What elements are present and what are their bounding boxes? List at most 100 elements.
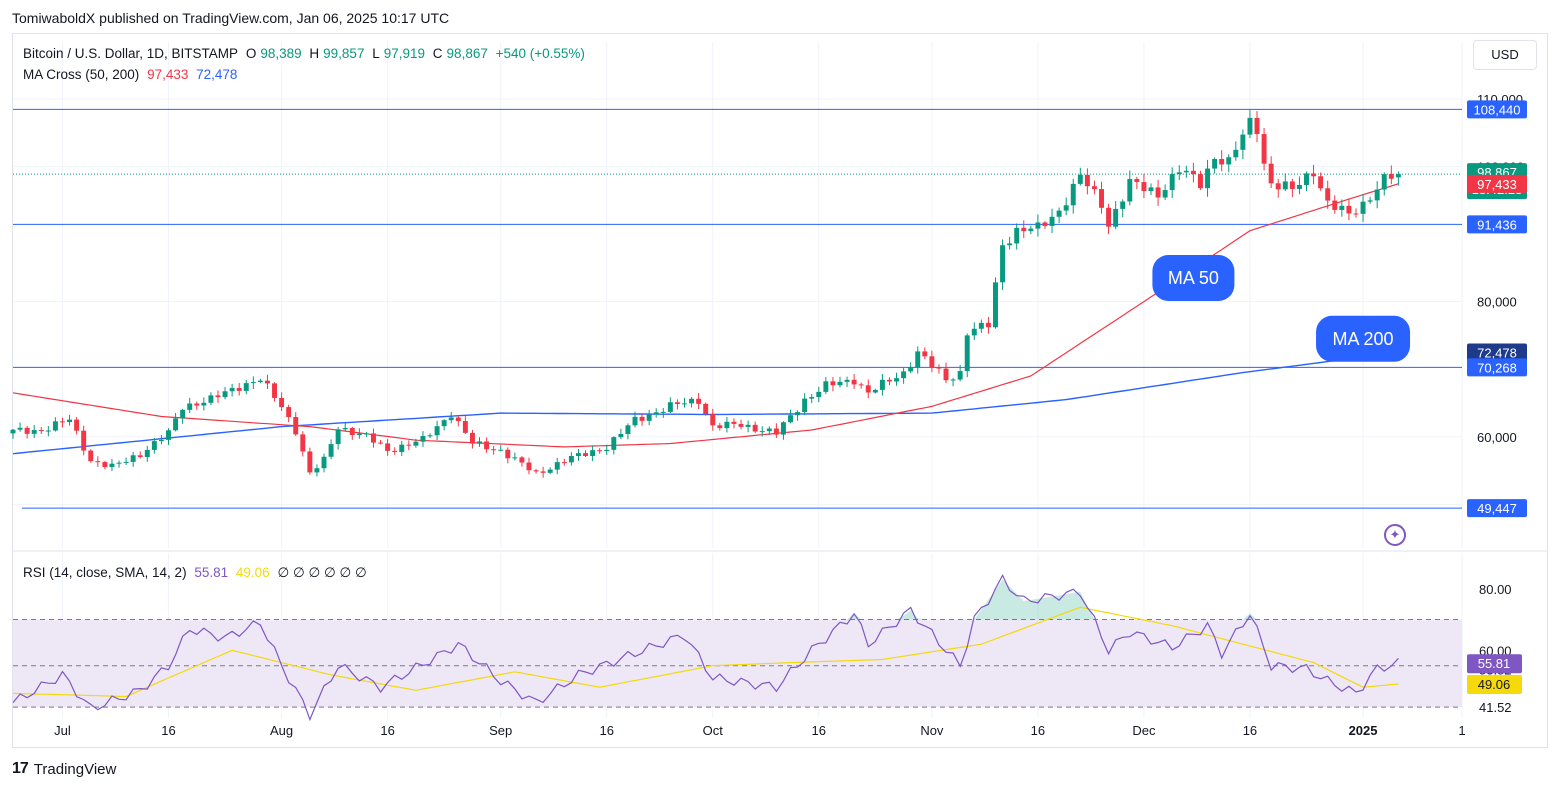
candle-body (1120, 201, 1126, 209)
candle-body (60, 421, 65, 423)
candle-body (81, 430, 87, 451)
candle-body (201, 402, 207, 406)
annotation-text: MA 200 (1333, 329, 1394, 349)
candle-body (399, 444, 405, 453)
candle-body (1353, 213, 1359, 215)
time-tick-label: 16 (812, 723, 826, 738)
footer-brand: 17 TradingView (12, 760, 116, 778)
rsi-overbought-fill (13, 579, 1399, 620)
candle-body (477, 441, 482, 444)
candle-body (151, 441, 157, 450)
candle-body (590, 450, 596, 457)
brand-name: TradingView (33, 760, 117, 778)
candle-body (1360, 201, 1366, 214)
candle-body (696, 398, 702, 404)
candle-body (17, 427, 23, 430)
candle-body (971, 328, 977, 336)
close-value: 98,867 (446, 46, 488, 61)
candle-body (1233, 149, 1239, 158)
candle-body (158, 439, 164, 442)
candle-body (349, 427, 355, 435)
candle-body (1141, 182, 1147, 192)
candle-body (639, 416, 645, 421)
rsi-tick-label: 80.00 (1479, 582, 1512, 597)
candle-body (844, 379, 850, 382)
candle-body (321, 456, 327, 469)
candle-body (257, 380, 263, 383)
candle-body (632, 416, 638, 426)
ma-legend: MA Cross (50, 200) 97,433 72,478 (23, 67, 241, 82)
candle-body (1000, 245, 1006, 283)
candle-body (809, 397, 815, 399)
candle-body (1275, 183, 1281, 190)
candle-body (858, 384, 864, 386)
candle-body (356, 433, 362, 435)
candle-body (731, 421, 737, 424)
time-tick-label: 16 (600, 723, 614, 738)
candle-body (293, 417, 299, 435)
candle-body (950, 379, 956, 381)
time-tick-label: Dec (1132, 723, 1156, 738)
candle-body (1374, 189, 1380, 201)
candle-body (682, 403, 687, 405)
candle-body (1254, 117, 1260, 135)
candle-body (1318, 176, 1324, 189)
candle-body (434, 426, 440, 436)
time-tick-label: 16 (1031, 723, 1045, 738)
candle-body (1339, 205, 1345, 210)
candle-body (1077, 174, 1083, 184)
candle-body (865, 385, 871, 393)
low-label: L (372, 46, 380, 61)
candle-body (512, 457, 518, 459)
candle-body (1247, 117, 1253, 135)
candle-body (491, 449, 497, 451)
grid (12, 42, 1548, 718)
candles (10, 110, 1401, 478)
candle-body (1367, 200, 1373, 202)
candle-body (978, 322, 984, 329)
time-tick-label: 16 (380, 723, 394, 738)
candle-body (1176, 172, 1182, 174)
annotation-text: MA 50 (1168, 268, 1219, 288)
currency-button[interactable]: USD (1473, 40, 1537, 70)
time-tick-label: 16 (161, 723, 175, 738)
open-value: 98,389 (260, 46, 302, 61)
rsi-value-badge (1467, 674, 1522, 694)
candle-body (1289, 181, 1295, 189)
time-tick-label: Jul (54, 723, 71, 738)
candle-body (1183, 170, 1189, 173)
horizontal-levels (13, 108, 1462, 509)
candle-body (1028, 228, 1034, 232)
candle-body (116, 462, 122, 464)
candle-body (264, 380, 270, 384)
symbol-title[interactable]: Bitcoin / U.S. Dollar, 1D, BITSTAMP (23, 46, 239, 61)
candle-body (1325, 188, 1331, 201)
candle-body (187, 403, 193, 410)
change-value: +540 (+0.55%) (495, 46, 585, 61)
candle-body (1205, 168, 1211, 189)
rsi-value-label: 49.06 (1478, 677, 1511, 692)
candle-body (689, 398, 695, 404)
candle-body (1035, 222, 1041, 229)
candle-body (31, 430, 37, 434)
ma-cross-title[interactable]: MA Cross (50, 200) (23, 67, 140, 82)
candle-body (816, 391, 822, 398)
candle-body (1197, 174, 1203, 189)
candle-body (1014, 227, 1020, 244)
rsi-band (13, 619, 1462, 708)
candle-body (498, 449, 504, 451)
candle-body (788, 415, 793, 423)
open-label: O (245, 46, 257, 61)
sparkle-icon[interactable]: ✦ (1384, 524, 1406, 546)
candle-body (236, 388, 242, 391)
candle-body (1127, 179, 1133, 202)
rsi-sma-value: 49.06 (235, 565, 270, 580)
candle-body (773, 428, 779, 435)
rsi-title[interactable]: RSI (14, close, SMA, 14, 2) (23, 565, 187, 580)
rsi-value: 55.81 (194, 565, 229, 580)
price-badge-label: 108,440 (1474, 102, 1521, 117)
candle-body (243, 383, 249, 391)
time-tick-label: Sep (489, 723, 512, 738)
price-tick-label: 60,000 (1477, 430, 1517, 445)
